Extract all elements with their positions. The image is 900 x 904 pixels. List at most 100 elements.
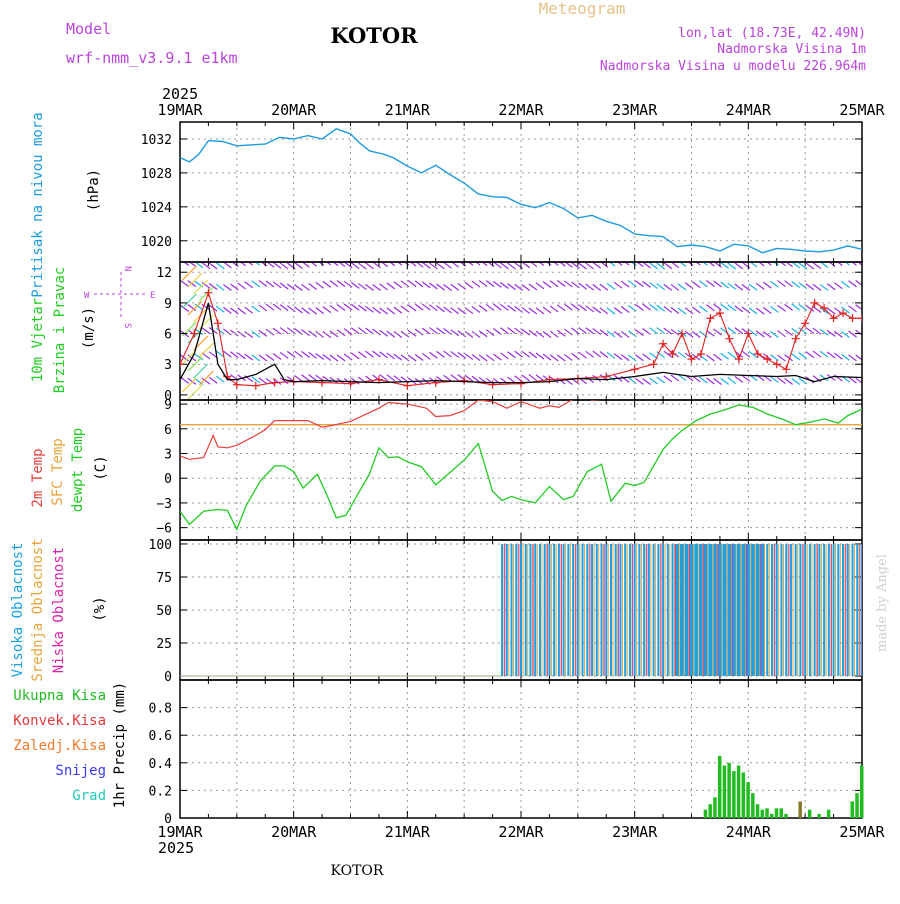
wind-barb xyxy=(833,282,843,290)
wind-barb xyxy=(564,353,573,361)
wind-barb xyxy=(500,281,509,289)
wind-barb xyxy=(564,280,573,288)
wind-barb xyxy=(400,330,410,338)
wind-barb xyxy=(755,330,765,338)
wind-barb xyxy=(770,305,779,313)
wind-barb xyxy=(436,350,445,358)
wind-barb xyxy=(727,377,737,385)
wind-barb xyxy=(215,375,225,383)
wind-barb xyxy=(201,262,211,270)
wind-barb xyxy=(635,329,644,337)
wind-barb xyxy=(529,262,538,268)
wind-barb xyxy=(258,280,268,287)
wind-barb xyxy=(350,352,360,360)
wind-barb xyxy=(528,307,538,315)
gust-marker xyxy=(270,378,279,387)
wind-barb xyxy=(436,283,445,291)
high-cloud-bar xyxy=(760,543,765,677)
gust-marker xyxy=(180,360,184,369)
wind-barb xyxy=(315,330,325,338)
wind-barb xyxy=(464,307,474,315)
wind-barb xyxy=(542,353,552,361)
precip-hail-label: Grad xyxy=(72,788,106,804)
gust-marker xyxy=(734,355,743,364)
wind-barb xyxy=(706,354,715,362)
wind-barb xyxy=(748,351,758,359)
wind-barb xyxy=(656,304,666,312)
wind-barb xyxy=(294,284,303,291)
gust-marker xyxy=(251,381,260,390)
wind-barb xyxy=(819,328,829,336)
wind-barb xyxy=(578,282,587,290)
wind-barb xyxy=(315,353,325,360)
dewpt-label: dewpt Temp xyxy=(70,428,86,512)
wind-barb xyxy=(251,376,261,384)
wind-barb xyxy=(514,283,523,291)
time-axis-top: 19MAR 20MAR 21MAR 22MAR 23MAR 24MAR 25MAR xyxy=(157,101,885,119)
wind-barb xyxy=(777,377,786,385)
high-cloud-bar xyxy=(657,543,660,677)
wind-barb xyxy=(720,281,730,289)
wind-barb xyxy=(748,307,758,315)
wind-barb xyxy=(215,305,225,313)
y-tick-label: 1020 xyxy=(141,235,172,250)
high-cloud-bar xyxy=(543,543,546,677)
wind-barb xyxy=(770,280,779,288)
high-cloud-bar xyxy=(501,543,504,677)
wind-barb xyxy=(421,281,431,289)
wind-barb xyxy=(734,375,744,383)
high-cloud-bar xyxy=(576,543,579,677)
wind-barb xyxy=(500,303,509,311)
high-cloud-bar xyxy=(628,543,631,677)
wind-barb xyxy=(336,354,346,362)
wind-barb xyxy=(812,262,822,270)
wind-barb xyxy=(443,374,452,382)
wind-barb xyxy=(777,280,786,288)
wind-barb xyxy=(707,262,715,267)
gust-marker xyxy=(772,360,781,369)
wind-barb xyxy=(215,327,225,335)
precip-bar xyxy=(751,793,755,818)
gust-marker xyxy=(848,314,857,323)
wind-barb xyxy=(521,306,531,314)
high-cloud-bar xyxy=(703,543,708,677)
wind-barb xyxy=(670,283,680,291)
high-cloud-bar xyxy=(557,543,560,677)
wind-barb xyxy=(429,327,438,335)
wind-barb xyxy=(620,306,630,313)
wind-barb xyxy=(578,304,587,312)
y-tick-label: 0.8 xyxy=(149,702,172,717)
high-cloud-bar xyxy=(520,543,522,677)
wind-barb xyxy=(223,328,232,336)
high-cloud-bar xyxy=(694,543,699,677)
compass-e: E xyxy=(150,291,155,301)
wind-barb xyxy=(571,327,580,335)
wind-barb xyxy=(507,262,516,270)
wind-barb xyxy=(663,327,673,335)
wind-barb xyxy=(244,306,254,314)
wind-barb xyxy=(492,280,502,288)
wind-barb xyxy=(188,262,197,267)
wind-barb xyxy=(471,330,481,338)
y-tick-label: −6 xyxy=(156,522,172,537)
wind-barb xyxy=(599,283,609,291)
wind-barb xyxy=(542,281,552,289)
gust-marker xyxy=(630,365,639,374)
wind-barb xyxy=(350,303,360,311)
wind-barb xyxy=(237,330,246,338)
gust-marker xyxy=(858,314,862,323)
wind-barb xyxy=(379,283,389,291)
wind-barb xyxy=(528,283,538,291)
high-cloud-bar xyxy=(600,543,603,677)
y-tick-label: 6 xyxy=(164,328,172,343)
wind-barb xyxy=(812,327,822,335)
wind-barb xyxy=(310,262,317,267)
station-title: KOTOR xyxy=(330,23,418,48)
wind-barb xyxy=(329,354,339,362)
high-cloud-bar xyxy=(736,543,741,677)
time-label-top: 23MAR xyxy=(612,101,658,119)
wind-barb xyxy=(194,378,204,386)
gust-marker xyxy=(706,314,715,323)
wind-barb xyxy=(201,303,211,311)
wind-barb xyxy=(691,306,701,314)
